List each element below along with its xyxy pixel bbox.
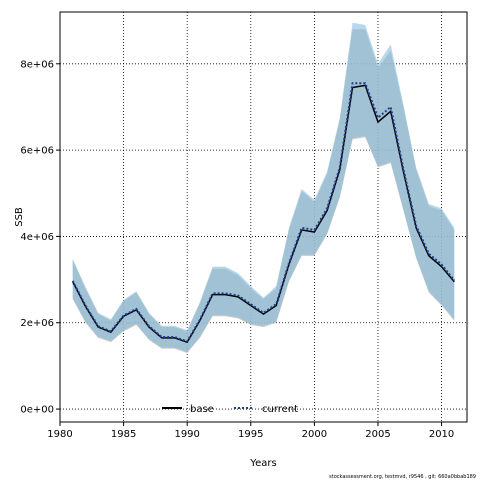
x-axis-label: Years <box>249 458 276 469</box>
x-tick-label: 2005 <box>365 429 390 440</box>
x-tick-label: 1995 <box>238 429 263 440</box>
x-axis: 1980 1985 1990 1995 2000 2005 2010 <box>47 422 454 440</box>
x-tick-label: 2000 <box>302 429 327 440</box>
y-tick-label: 4e+06 <box>20 232 54 243</box>
y-tick-label: 0e+00 <box>20 405 54 416</box>
y-tick-label: 6e+06 <box>20 146 54 157</box>
series-lines <box>71 82 456 344</box>
plot-frame <box>59 11 468 423</box>
footer-text: stockassessment.org, testmvd, r9546 , gi… <box>329 474 476 480</box>
x-tick-label: 2010 <box>429 429 454 440</box>
x-tick-label: 1985 <box>111 429 136 440</box>
legend: base current <box>162 404 298 415</box>
y-axis-label: SSB <box>14 207 25 227</box>
y-axis: 0e+00 2e+06 4e+06 6e+06 8e+06 <box>20 59 60 416</box>
legend-label-base: base <box>190 404 214 415</box>
confidence-bands <box>72 22 455 353</box>
band-current <box>72 22 455 352</box>
legend-label-current: current <box>262 404 298 415</box>
y-tick-label: 2e+06 <box>20 318 54 329</box>
y-tick-label: 8e+06 <box>20 59 54 70</box>
line-current <box>71 82 456 343</box>
x-tick-label: 1990 <box>174 429 199 440</box>
x-tick-label: 1980 <box>47 429 72 440</box>
